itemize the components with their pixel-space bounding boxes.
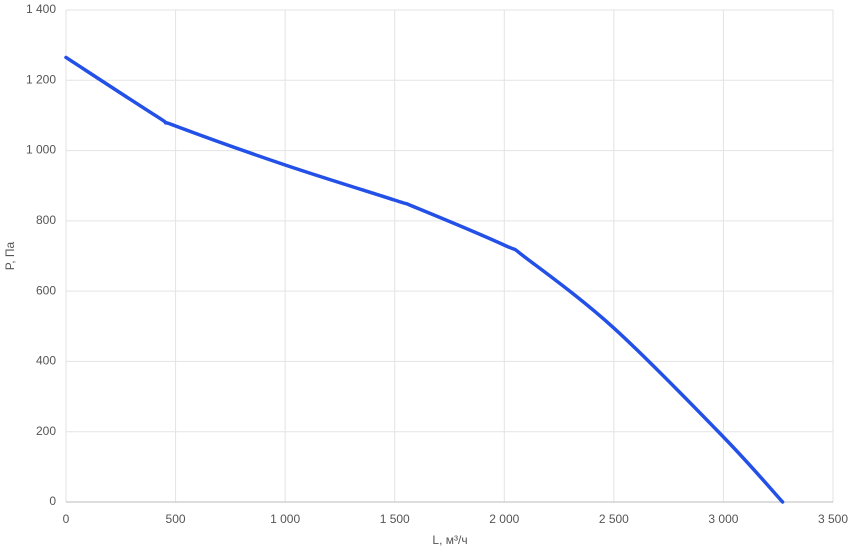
y-tick-label: 1 400 [26, 2, 56, 16]
x-tick-label: 3 500 [818, 512, 848, 526]
x-tick-label: 1 000 [270, 512, 300, 526]
y-tick-label: 1 200 [26, 72, 56, 86]
x-tick-label: 0 [63, 512, 70, 526]
y-tick-label: 400 [36, 354, 56, 368]
x-tick-label: 500 [166, 512, 186, 526]
y-tick-label: 600 [36, 283, 56, 297]
y-tick-label: 200 [36, 424, 56, 438]
y-tick-label: 1 000 [26, 143, 56, 157]
x-axis-title: L, м³/ч [432, 533, 467, 547]
y-axis-title: P, Па [3, 241, 17, 270]
y-tick-label: 0 [49, 494, 56, 508]
x-tick-label: 2 000 [489, 512, 519, 526]
x-tick-label: 3 000 [708, 512, 738, 526]
x-tick-label: 2 500 [599, 512, 629, 526]
x-tick-label: 1 500 [380, 512, 410, 526]
y-tick-label: 800 [36, 213, 56, 227]
data-line [64, 55, 785, 504]
